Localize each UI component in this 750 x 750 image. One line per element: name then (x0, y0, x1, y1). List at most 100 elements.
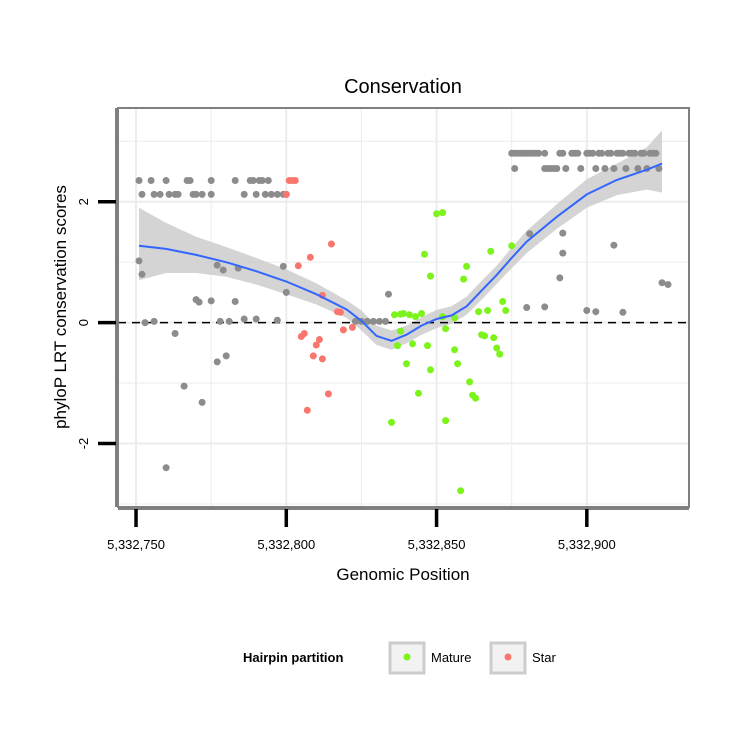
data-point (300, 330, 308, 337)
data-point (664, 281, 672, 288)
y-tick-label: 2 (76, 198, 91, 205)
x-tick-label: 5,332,800 (257, 537, 315, 552)
data-point (610, 165, 618, 172)
data-point (535, 149, 543, 157)
data-point (457, 487, 465, 495)
data-point (195, 298, 203, 306)
data-point (526, 230, 534, 238)
legend-swatch-star (504, 653, 512, 661)
data-point (409, 340, 416, 348)
data-point (559, 249, 567, 257)
data-point (622, 165, 630, 172)
data-point (640, 149, 648, 157)
data-point (391, 311, 398, 319)
data-point (171, 330, 179, 337)
legend: Hairpin partition Mature Star (243, 641, 557, 675)
data-point (282, 288, 290, 296)
data-point (303, 406, 311, 414)
data-point (267, 190, 275, 198)
data-point (412, 313, 419, 321)
data-point (508, 242, 516, 250)
data-point (487, 247, 495, 255)
data-point (156, 190, 164, 198)
data-point (481, 332, 489, 340)
data-point (655, 165, 663, 172)
legend-label-star: Star (532, 650, 557, 665)
data-point (231, 298, 239, 305)
data-point (592, 308, 600, 316)
data-point (282, 190, 290, 198)
data-point (400, 310, 407, 317)
data-point (150, 317, 158, 325)
series-star (282, 177, 356, 414)
data-point (631, 149, 639, 157)
data-point (264, 177, 272, 184)
data-point (502, 307, 510, 314)
data-point (138, 270, 146, 278)
data-point (318, 355, 326, 363)
data-point (598, 149, 606, 157)
data-point (394, 342, 401, 350)
data-point (291, 177, 299, 184)
legend-key-mature (388, 641, 426, 675)
data-point (216, 317, 224, 325)
data-point (511, 165, 519, 172)
data-point (315, 336, 323, 343)
data-point (553, 165, 561, 172)
data-point (601, 165, 609, 172)
data-point (192, 190, 200, 198)
data-point (652, 149, 660, 157)
data-point (415, 389, 422, 397)
data-point (490, 334, 498, 342)
data-point (607, 149, 615, 157)
data-point (589, 149, 597, 157)
data-point (309, 352, 317, 360)
chart-title: Conservation (344, 76, 462, 98)
data-point (369, 317, 377, 325)
legend-label-mature: Mature (431, 650, 471, 665)
data-point (658, 279, 666, 287)
data-point (174, 190, 182, 198)
data-point (619, 308, 627, 316)
data-point (439, 209, 447, 217)
data-point (493, 344, 501, 352)
x-tick-label: 5,332,750 (107, 537, 165, 552)
data-point (207, 190, 215, 198)
data-point (138, 190, 146, 198)
data-point (562, 165, 570, 172)
data-point (427, 366, 434, 374)
data-point (306, 253, 314, 261)
data-point (180, 382, 188, 390)
data-point (634, 165, 642, 172)
data-point (165, 190, 173, 198)
data-point (363, 317, 371, 325)
data-point (240, 315, 248, 323)
data-point (279, 262, 287, 270)
data-point (198, 398, 206, 406)
x-axis-title: Genomic Position (336, 565, 469, 584)
data-point (207, 297, 215, 305)
data-point (252, 190, 260, 198)
data-point (475, 308, 483, 316)
data-point (186, 177, 194, 184)
data-point (240, 190, 248, 198)
data-point (427, 272, 434, 280)
data-point (451, 314, 459, 322)
data-point (442, 417, 450, 425)
data-point (261, 190, 269, 198)
data-point (499, 298, 507, 305)
data-point (559, 229, 567, 237)
data-point (523, 304, 531, 311)
data-point (147, 177, 155, 184)
data-point (252, 315, 260, 323)
data-point (424, 342, 431, 350)
data-point (324, 390, 332, 398)
data-point (460, 275, 468, 283)
legend-title: Hairpin partition (243, 650, 343, 665)
data-point (496, 350, 504, 358)
data-point (231, 177, 239, 184)
data-point (213, 358, 221, 366)
data-point (454, 360, 462, 368)
data-point (222, 352, 230, 360)
data-point (541, 303, 549, 311)
